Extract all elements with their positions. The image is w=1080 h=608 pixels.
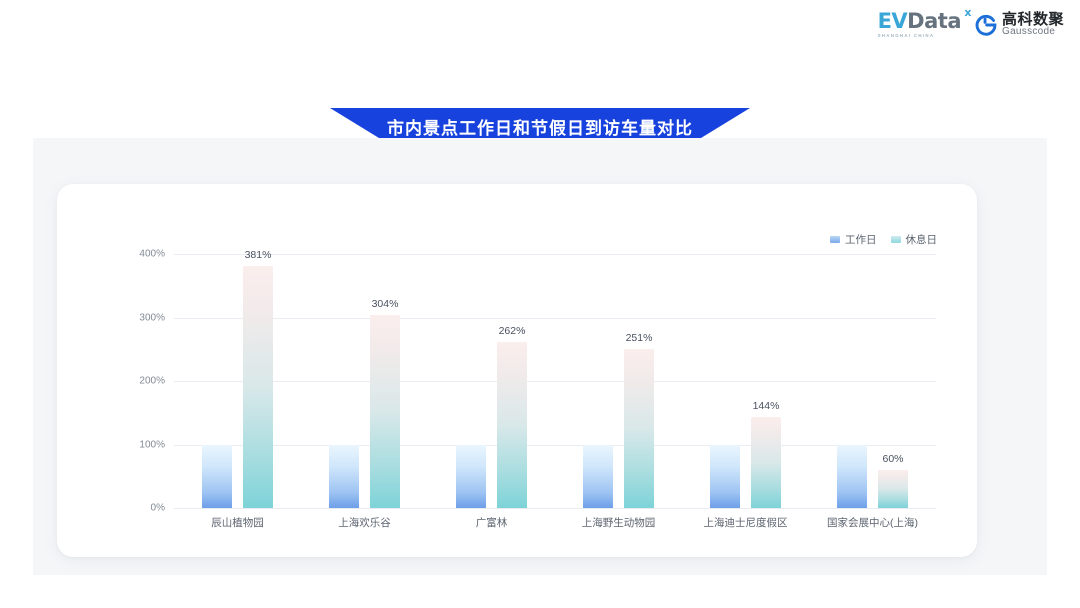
bar-group: 381%	[174, 249, 301, 508]
legend-label: 休息日	[905, 234, 938, 246]
gridline: 0%	[151, 503, 936, 514]
y-axis-tick-label: 200%	[139, 375, 165, 387]
bar-weekday[interactable]	[202, 444, 232, 508]
evdata-wordmark: EVData x	[877, 7, 972, 33]
plot-area: 0% 100% 200% 300% 400% 381% 304% 262% 251% 144% 6…	[139, 249, 936, 514]
legend-item-weekday[interactable]: 工作日	[830, 232, 877, 247]
y-axis-tick-label: 400%	[139, 248, 165, 260]
x-axis-category-label: 广富林	[475, 517, 508, 529]
evdata-subtitle: SHANGHAI CHINA	[877, 33, 935, 38]
x-axis-category-label: 上海欢乐谷	[338, 517, 391, 529]
bar-group: 304%	[301, 254, 428, 508]
gausscode-en-name: Gausscode	[1001, 26, 1056, 38]
legend-swatch-icon	[830, 236, 840, 243]
legend-swatch-icon	[890, 236, 901, 243]
gridline: 200%	[139, 376, 936, 387]
y-axis-tick-label: 100%	[139, 439, 165, 450]
bar-weekday[interactable]	[710, 444, 740, 508]
legend-label: 工作日	[845, 234, 877, 246]
bar-holiday[interactable]: 60%	[878, 453, 908, 508]
bar-value-label: 304%	[371, 297, 399, 310]
gausscode-cn-name: 高科数聚	[1001, 10, 1064, 28]
evdata-superscript-x: x	[964, 6, 971, 19]
y-axis-tick-label: 0%	[150, 502, 165, 514]
page-header: EVData x SHANGHAI CHINA 高科数聚 Gausscode	[0, 0, 1080, 58]
bar-value-label: 60%	[882, 452, 904, 465]
bar-weekday[interactable]	[583, 444, 613, 508]
gausscode-text: 高科数聚 Gausscode	[1001, 10, 1064, 38]
evdata-ev-text: EV	[877, 9, 908, 33]
bar-weekday[interactable]	[456, 444, 486, 508]
category-axis: 辰山植物园 上海欢乐谷 广富林 上海野生动物园 上海迪士尼度假区 国家会展中心(上海)	[174, 515, 936, 530]
bar-weekday[interactable]	[837, 444, 867, 508]
gridline: 100%	[139, 439, 936, 450]
gridline: 400%	[139, 249, 936, 260]
x-axis-category-label: 辰山植物园	[211, 517, 264, 529]
bar-group: 60%	[809, 254, 936, 508]
bar-value-label: 262%	[498, 324, 526, 337]
bar-value-label: 251%	[625, 331, 653, 344]
chart-legend: 工作日 休息日	[830, 232, 937, 247]
bar-holiday[interactable]: 304%	[370, 298, 400, 508]
bar-value-label: 144%	[752, 399, 780, 412]
bar-group: 144%	[682, 254, 809, 508]
bar-groups: 381% 304% 262% 251% 144% 60%	[174, 249, 936, 508]
gausscode-mark-icon	[975, 14, 997, 36]
bar-group: 251%	[555, 254, 682, 508]
bar-holiday[interactable]: 262%	[497, 325, 527, 508]
x-axis-category-label: 上海野生动物园	[581, 517, 656, 529]
bar-holiday[interactable]: 251%	[624, 332, 654, 508]
chart-card: 工作日 休息日 0% 100% 200% 300% 400% 381% 304% 262% 25…	[57, 184, 977, 557]
legend-item-holiday[interactable]: 休息日	[890, 232, 938, 247]
x-axis-category-label: 上海迪士尼度假区	[703, 517, 788, 529]
evdata-logo: EVData x SHANGHAI CHINA	[877, 7, 972, 38]
gridline: 300%	[139, 312, 936, 323]
bar-weekday[interactable]	[329, 444, 359, 508]
bar-holiday[interactable]: 381%	[243, 249, 273, 508]
logo-group: EVData x SHANGHAI CHINA 高科数聚 Gausscode	[877, 7, 1064, 38]
y-axis-tick-label: 300%	[139, 312, 165, 323]
bar-holiday[interactable]: 144%	[751, 400, 781, 508]
bar-group: 262%	[428, 254, 555, 508]
gausscode-logo: 高科数聚 Gausscode	[975, 10, 1064, 38]
x-axis-category-label: 国家会展中心(上海)	[827, 517, 918, 529]
bar-value-label: 381%	[244, 249, 272, 262]
evdata-data-text: Data	[907, 9, 961, 33]
